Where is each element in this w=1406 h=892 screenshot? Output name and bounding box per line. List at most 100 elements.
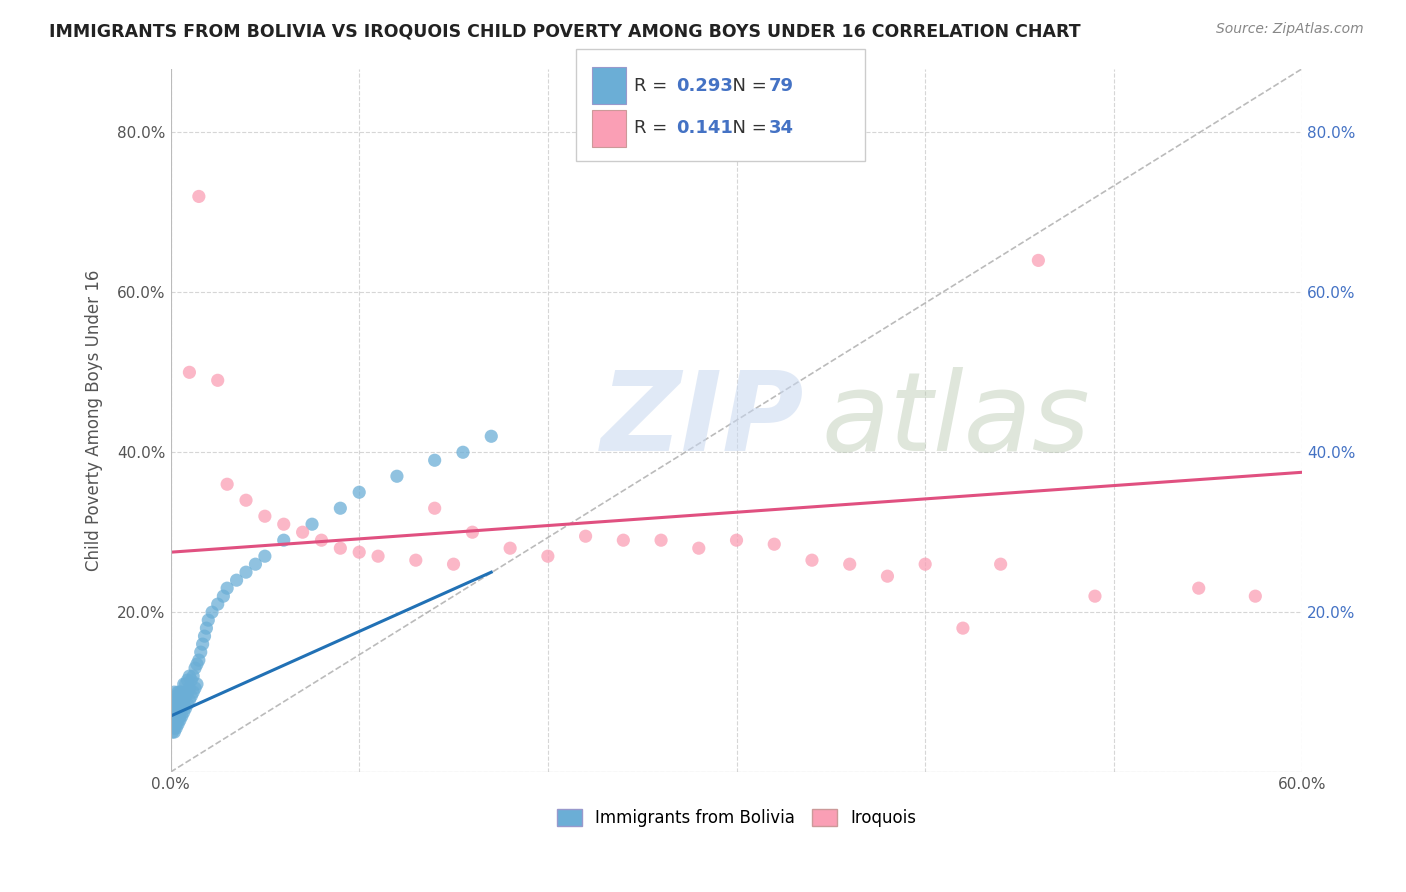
Text: Source: ZipAtlas.com: Source: ZipAtlas.com xyxy=(1216,22,1364,37)
Point xyxy=(167,717,190,731)
Text: N =: N = xyxy=(721,120,773,137)
Point xyxy=(291,525,314,540)
Point xyxy=(163,725,186,739)
Point xyxy=(170,701,193,715)
Point xyxy=(650,533,672,548)
Point xyxy=(179,681,201,695)
Point xyxy=(173,705,195,719)
Point xyxy=(179,693,201,707)
Y-axis label: Child Poverty Among Boys Under 16: Child Poverty Among Boys Under 16 xyxy=(86,269,103,571)
Point xyxy=(181,685,204,699)
Point xyxy=(190,645,212,659)
Point xyxy=(163,721,186,735)
Point xyxy=(838,557,860,571)
Point xyxy=(163,693,186,707)
Point xyxy=(181,669,204,683)
Text: N =: N = xyxy=(721,77,773,95)
Point xyxy=(212,589,235,603)
Point xyxy=(217,581,239,595)
Point xyxy=(479,429,502,443)
Point xyxy=(990,557,1012,571)
Text: 0.141: 0.141 xyxy=(676,120,733,137)
Point xyxy=(163,709,186,723)
Point xyxy=(329,541,352,556)
Point xyxy=(163,705,186,719)
Point xyxy=(193,629,215,643)
Point xyxy=(537,549,560,564)
Point xyxy=(725,533,748,548)
Point xyxy=(763,537,786,551)
Point xyxy=(207,373,229,387)
Point xyxy=(162,725,184,739)
Point xyxy=(165,705,187,719)
Point xyxy=(187,189,209,203)
Point xyxy=(173,689,195,703)
Point xyxy=(1028,253,1050,268)
Point xyxy=(612,533,634,548)
Point xyxy=(169,713,191,727)
Text: 0.293: 0.293 xyxy=(676,77,733,95)
Point xyxy=(162,717,184,731)
Point xyxy=(253,549,276,564)
Point xyxy=(367,549,389,564)
Point xyxy=(405,553,427,567)
Point xyxy=(165,689,187,703)
Point xyxy=(165,709,187,723)
Point xyxy=(165,717,187,731)
Point xyxy=(311,533,333,548)
Legend: Immigrants from Bolivia, Iroquois: Immigrants from Bolivia, Iroquois xyxy=(550,803,922,834)
Point xyxy=(170,693,193,707)
Point xyxy=(187,653,209,667)
Point xyxy=(179,669,201,683)
Point xyxy=(301,517,323,532)
Point xyxy=(235,493,257,508)
Point xyxy=(169,701,191,715)
Point xyxy=(176,673,198,687)
Point xyxy=(461,525,484,540)
Point xyxy=(186,657,208,672)
Text: R =: R = xyxy=(634,120,679,137)
Point xyxy=(801,553,824,567)
Point xyxy=(165,713,187,727)
Point xyxy=(201,605,224,619)
Point xyxy=(1244,589,1267,603)
Point xyxy=(179,365,201,379)
Point xyxy=(443,557,465,571)
Point xyxy=(195,621,218,635)
Point xyxy=(167,685,190,699)
Point xyxy=(245,557,267,571)
Point xyxy=(451,445,474,459)
Point xyxy=(184,681,207,695)
Point xyxy=(167,693,190,707)
Point xyxy=(876,569,898,583)
Point xyxy=(173,697,195,711)
Point xyxy=(169,685,191,699)
Point xyxy=(174,677,197,691)
Point xyxy=(163,717,186,731)
Point xyxy=(329,501,352,516)
Point xyxy=(170,709,193,723)
Point xyxy=(197,613,219,627)
Point xyxy=(423,501,446,516)
Point xyxy=(163,713,186,727)
Text: 34: 34 xyxy=(769,120,794,137)
Point xyxy=(180,673,202,687)
Point xyxy=(1084,589,1107,603)
Point xyxy=(169,709,191,723)
Point xyxy=(191,637,214,651)
Point xyxy=(162,709,184,723)
Point xyxy=(162,701,184,715)
Point xyxy=(163,701,186,715)
Point xyxy=(688,541,710,556)
Point xyxy=(347,545,370,559)
Point xyxy=(174,701,197,715)
Point xyxy=(174,689,197,703)
Point xyxy=(176,685,198,699)
Point xyxy=(207,597,229,611)
Point xyxy=(186,677,208,691)
Point xyxy=(170,685,193,699)
Point xyxy=(165,721,187,735)
Point xyxy=(225,573,247,587)
Point xyxy=(499,541,522,556)
Point xyxy=(914,557,936,571)
